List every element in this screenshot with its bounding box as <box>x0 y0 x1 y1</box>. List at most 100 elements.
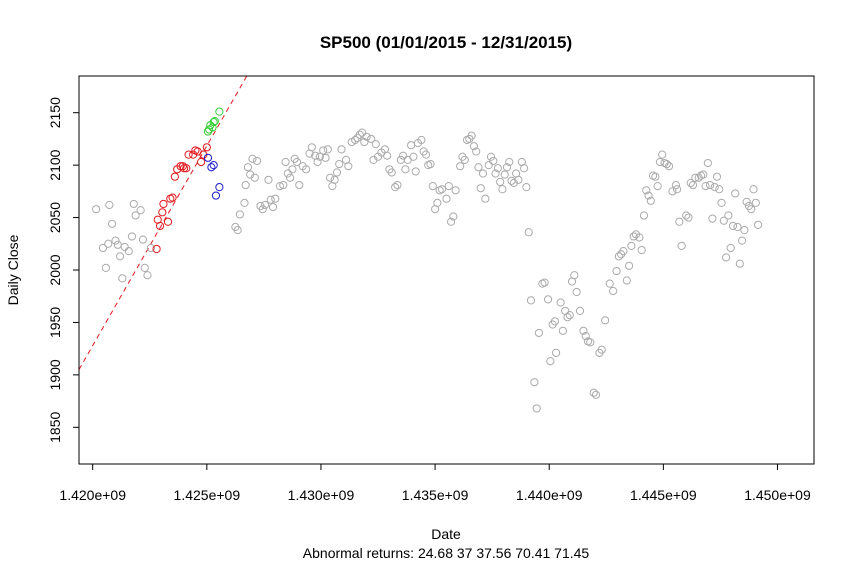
data-point-gray <box>691 173 700 182</box>
data-point-gray <box>264 175 273 184</box>
data-point-gray <box>612 266 621 276</box>
data-point-gray <box>330 175 339 184</box>
data-point-red <box>170 172 179 181</box>
data-point-gray <box>703 158 712 168</box>
data-point-gray <box>474 163 483 172</box>
data-point-gray <box>433 198 442 207</box>
data-point-gray <box>362 132 371 141</box>
data-point-gray <box>558 326 568 335</box>
data-point-gray <box>658 150 667 159</box>
data-point-gray <box>507 176 516 185</box>
data-point-red <box>158 208 167 217</box>
data-point-gray <box>146 243 156 253</box>
data-point-gray <box>486 152 496 161</box>
x-axis-label: Date <box>431 526 461 542</box>
data-point-gray <box>556 298 565 307</box>
data-point-gray <box>751 198 760 207</box>
data-point-gray <box>113 240 122 249</box>
data-point-gray <box>551 348 561 357</box>
data-point-gray <box>391 183 400 192</box>
data-point-gray <box>260 200 270 210</box>
data-point-gray <box>124 247 133 256</box>
data-point-red <box>152 244 161 254</box>
data-point-gray <box>409 152 418 161</box>
data-point-gray <box>360 137 369 147</box>
data-point-gray <box>686 178 695 188</box>
data-point-blue <box>207 163 216 172</box>
data-point-blue <box>203 153 213 162</box>
data-point-gray <box>570 271 579 280</box>
axes: 1.420e+09 1.425e+09 1.430e+09 1.435e+09 1.44… <box>47 97 811 503</box>
data-point-gray <box>530 378 539 387</box>
data-point-gray <box>428 182 437 191</box>
data-point-gray <box>295 180 304 190</box>
y-tick-label: 2050 <box>47 202 63 233</box>
data-point-gray <box>233 226 242 235</box>
data-point-gray <box>321 153 330 162</box>
data-point-gray <box>268 202 278 212</box>
data-point-gray <box>411 167 420 176</box>
regression-line <box>79 76 248 370</box>
data-point-gray <box>619 247 628 256</box>
data-point-gray <box>367 134 376 144</box>
data-point-gray <box>472 147 481 156</box>
data-point-gray <box>444 182 453 191</box>
data-point-gray <box>639 211 649 220</box>
data-point-gray <box>724 211 733 220</box>
data-point-gray <box>275 182 284 191</box>
data-point-gray <box>111 236 120 245</box>
data-point-gray <box>540 278 549 287</box>
data-point-gray <box>478 169 488 178</box>
data-point-gray <box>546 357 555 366</box>
data-point-gray <box>288 165 297 174</box>
chart-title: SP500 (01/01/2015 - 12/31/2015) <box>320 33 572 52</box>
data-point-red <box>155 221 165 231</box>
data-point-gray <box>589 388 598 397</box>
data-point-gray <box>627 241 636 250</box>
data-point-gray <box>407 141 416 150</box>
data-point-gray <box>105 200 114 210</box>
data-point-gray <box>706 180 715 190</box>
data-point-gray <box>401 165 410 174</box>
data-point-gray <box>728 221 738 231</box>
data-point-blue <box>215 183 224 192</box>
data-point-gray <box>524 228 533 237</box>
data-point-gray <box>635 233 644 242</box>
data-point-gray <box>614 252 623 261</box>
data-point-gray <box>543 295 553 304</box>
data-point-gray <box>325 173 335 182</box>
data-point-gray <box>138 235 148 244</box>
data-point-gray <box>313 157 322 167</box>
data-point-gray <box>520 164 529 173</box>
data-point-gray <box>605 279 614 288</box>
data-point-red <box>182 164 191 173</box>
data-point-gray <box>498 185 507 194</box>
data-point-gray <box>597 345 606 354</box>
data-point-gray <box>491 169 500 178</box>
data-point-gray <box>575 306 585 315</box>
data-point-gray <box>684 213 693 222</box>
data-point-red <box>197 157 206 167</box>
data-point-gray <box>629 232 638 241</box>
data-point-gray <box>735 259 744 268</box>
data-point-gray <box>323 145 332 154</box>
data-point-gray <box>107 219 117 228</box>
data-point-gray <box>733 222 742 232</box>
data-point-gray <box>252 156 262 166</box>
data-point-gray <box>335 159 344 169</box>
data-point-gray <box>740 226 749 235</box>
data-point-gray <box>662 159 671 169</box>
data-point-red <box>159 199 168 209</box>
data-point-gray <box>653 182 662 191</box>
x-tick-label: 1.420e+09 <box>59 487 126 503</box>
data-point-gray <box>143 271 152 280</box>
data-point-gray <box>292 157 302 167</box>
data-point-gray <box>526 296 536 305</box>
data-point-gray <box>467 131 476 140</box>
data-point-gray <box>726 243 735 253</box>
data-point-gray <box>737 236 747 245</box>
data-point-gray <box>476 184 485 193</box>
data-point-gray <box>534 328 544 338</box>
data-point-gray <box>664 162 674 171</box>
